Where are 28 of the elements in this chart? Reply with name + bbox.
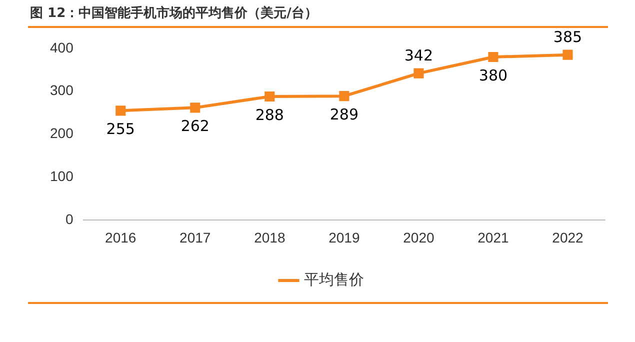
point	[488, 52, 498, 62]
data-label: 262	[180, 117, 210, 136]
x-tick-label: 2019	[328, 229, 360, 246]
y-tick-label: 300	[50, 82, 74, 98]
data-label: 342	[404, 46, 434, 65]
data-label: 255	[106, 120, 135, 138]
legend-label: 平均售价	[304, 270, 364, 288]
x-tick-label: 2017	[180, 229, 211, 246]
x-tick-label: 2021	[478, 229, 509, 246]
point	[116, 106, 126, 116]
data-label: 289	[330, 105, 358, 124]
data-label: 385	[553, 28, 582, 46]
chart-title: 图 12：中国智能手机市场的平均售价（美元/台）	[30, 4, 318, 22]
x-tick-label: 2022	[552, 229, 584, 246]
x-tick-label: 2018	[254, 229, 286, 246]
y-tick-label: 200	[50, 125, 74, 142]
point	[562, 50, 573, 60]
data-label: 380	[478, 66, 508, 84]
point	[339, 91, 350, 102]
y-tick-label: 0	[66, 211, 74, 228]
data-label: 288	[255, 106, 284, 124]
point	[190, 102, 200, 113]
point	[414, 68, 424, 78]
y-tick-label: 100	[50, 168, 74, 184]
x-tick-label: 2016	[105, 229, 136, 246]
x-tick-label: 2020	[403, 229, 434, 246]
point	[264, 91, 275, 102]
y-tick-label: 400	[50, 39, 74, 56]
